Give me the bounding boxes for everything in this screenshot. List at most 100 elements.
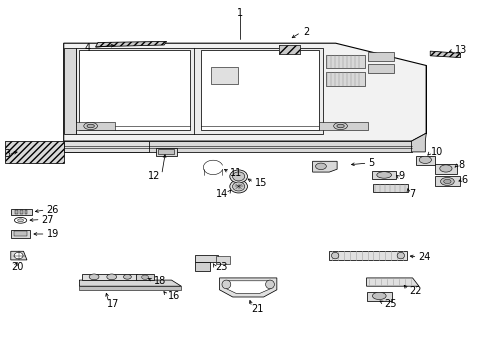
Ellipse shape xyxy=(441,177,454,185)
Text: 23: 23 xyxy=(216,262,228,272)
Text: 10: 10 xyxy=(431,147,443,157)
Polygon shape xyxy=(435,164,457,174)
Bar xyxy=(24,210,27,214)
Polygon shape xyxy=(226,281,270,293)
Text: 17: 17 xyxy=(107,299,119,309)
Text: 20: 20 xyxy=(11,262,23,272)
Ellipse shape xyxy=(18,219,24,222)
Ellipse shape xyxy=(419,156,432,163)
Text: 13: 13 xyxy=(455,45,467,55)
Polygon shape xyxy=(64,43,426,141)
Polygon shape xyxy=(11,230,30,238)
Polygon shape xyxy=(136,274,154,280)
Polygon shape xyxy=(430,51,461,58)
Text: 18: 18 xyxy=(154,276,166,286)
Ellipse shape xyxy=(266,280,274,289)
Text: 6: 6 xyxy=(462,175,467,185)
Polygon shape xyxy=(412,66,426,152)
Text: 26: 26 xyxy=(47,204,59,215)
Polygon shape xyxy=(64,141,412,152)
Bar xyxy=(326,72,365,86)
Ellipse shape xyxy=(440,165,452,172)
Text: 1: 1 xyxy=(237,8,243,18)
Polygon shape xyxy=(201,50,319,130)
Polygon shape xyxy=(367,292,392,301)
Bar xyxy=(279,45,300,54)
Bar xyxy=(211,67,238,84)
Text: 15: 15 xyxy=(255,178,267,188)
Text: 19: 19 xyxy=(47,229,59,239)
Ellipse shape xyxy=(377,172,392,178)
Bar xyxy=(14,231,27,236)
Bar xyxy=(368,52,394,61)
Text: 3: 3 xyxy=(4,149,10,159)
Text: 22: 22 xyxy=(409,286,422,296)
Ellipse shape xyxy=(222,280,231,289)
Polygon shape xyxy=(195,255,218,262)
Ellipse shape xyxy=(84,122,98,130)
Ellipse shape xyxy=(334,122,347,130)
Ellipse shape xyxy=(397,252,405,259)
Ellipse shape xyxy=(232,182,245,191)
Text: 9: 9 xyxy=(398,171,404,181)
Ellipse shape xyxy=(232,172,245,181)
Text: 2: 2 xyxy=(303,27,309,37)
Text: 14: 14 xyxy=(216,189,228,199)
Text: 7: 7 xyxy=(409,189,416,199)
Bar xyxy=(326,55,365,68)
Ellipse shape xyxy=(142,275,148,279)
Text: 16: 16 xyxy=(168,291,180,301)
Polygon shape xyxy=(11,209,32,215)
Ellipse shape xyxy=(372,292,386,300)
Ellipse shape xyxy=(230,180,247,193)
Ellipse shape xyxy=(14,252,23,259)
Bar xyxy=(216,256,230,264)
Polygon shape xyxy=(329,251,407,260)
Polygon shape xyxy=(76,122,115,130)
Text: 24: 24 xyxy=(418,252,431,262)
Polygon shape xyxy=(318,122,368,130)
Text: 8: 8 xyxy=(458,160,465,170)
Ellipse shape xyxy=(87,124,94,128)
Polygon shape xyxy=(79,280,181,286)
Bar xyxy=(158,149,174,154)
Bar xyxy=(20,210,23,214)
Polygon shape xyxy=(64,48,76,134)
Polygon shape xyxy=(416,156,435,165)
Polygon shape xyxy=(82,274,137,280)
Ellipse shape xyxy=(316,163,326,170)
Bar xyxy=(368,64,394,73)
Ellipse shape xyxy=(89,274,99,280)
Text: 27: 27 xyxy=(42,215,54,225)
Polygon shape xyxy=(5,141,64,163)
Ellipse shape xyxy=(337,124,344,128)
Ellipse shape xyxy=(107,274,117,280)
Ellipse shape xyxy=(332,252,339,259)
Text: 11: 11 xyxy=(230,168,243,178)
Polygon shape xyxy=(220,278,277,297)
Text: 25: 25 xyxy=(385,299,397,309)
Polygon shape xyxy=(64,141,149,152)
Polygon shape xyxy=(96,41,167,47)
Ellipse shape xyxy=(230,170,247,183)
Polygon shape xyxy=(11,251,27,260)
Polygon shape xyxy=(156,148,177,156)
Text: 12: 12 xyxy=(148,171,161,181)
Text: 5: 5 xyxy=(368,158,375,168)
Ellipse shape xyxy=(123,274,131,279)
Polygon shape xyxy=(372,171,396,179)
Text: 21: 21 xyxy=(251,304,263,314)
Polygon shape xyxy=(79,286,181,290)
Polygon shape xyxy=(313,161,337,172)
Text: 4: 4 xyxy=(84,42,91,53)
Polygon shape xyxy=(79,50,190,130)
Bar xyxy=(279,45,300,54)
Ellipse shape xyxy=(15,217,27,223)
Bar xyxy=(15,210,18,214)
Polygon shape xyxy=(373,184,408,192)
Polygon shape xyxy=(195,262,210,271)
Ellipse shape xyxy=(444,179,451,184)
Polygon shape xyxy=(367,278,419,286)
Polygon shape xyxy=(435,176,460,186)
Polygon shape xyxy=(76,48,323,134)
